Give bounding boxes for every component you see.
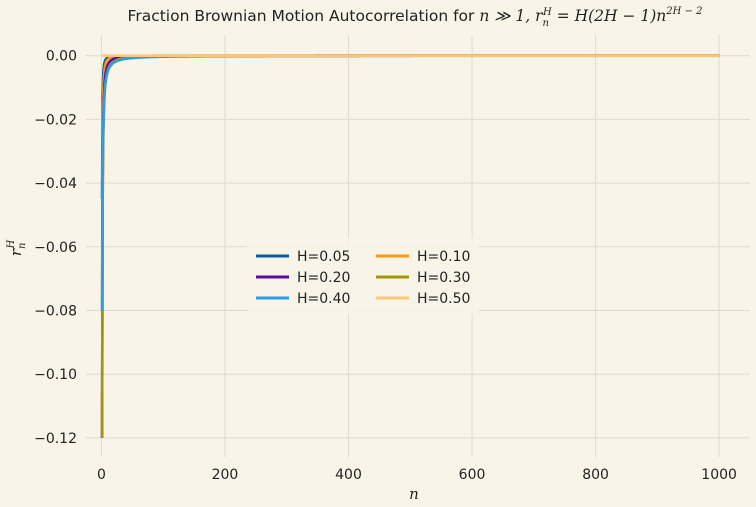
legend-label: H=0.30 xyxy=(417,270,470,286)
x-tick-label: 1000 xyxy=(701,467,737,483)
x-tick-label: 400 xyxy=(335,467,362,483)
y-tick-label: −0.04 xyxy=(34,176,77,192)
chart-title: Fraction Brownian Motion Autocorrelation… xyxy=(128,6,703,29)
legend-label: H=0.50 xyxy=(417,291,470,307)
legend-item: H=0.30 xyxy=(376,270,470,286)
legend-label: H=0.40 xyxy=(297,291,350,307)
y-tick-label: −0.02 xyxy=(34,112,77,128)
y-tick-label: −0.08 xyxy=(34,303,77,319)
y-tick-label: −0.06 xyxy=(34,240,77,256)
legend-label: H=0.20 xyxy=(297,270,350,286)
x-tick-label: 800 xyxy=(582,467,609,483)
series-lines xyxy=(100,54,720,438)
legend-item: H=0.40 xyxy=(256,291,350,307)
legend-item: H=0.10 xyxy=(376,249,470,265)
legend: H=0.05 H=0.20 H=0.40 H=0.10 H=0.30 H=0.50 xyxy=(247,238,479,314)
legend-item: H=0.05 xyxy=(256,249,350,265)
y-axis-label: rnH xyxy=(6,240,28,257)
x-tick-label: 600 xyxy=(459,467,486,483)
x-tick-label: 0 xyxy=(97,467,106,483)
x-tick-labels: 0 200 400 600 800 1000 xyxy=(97,467,737,483)
y-tick-labels: 0.00 −0.02 −0.04 −0.06 −0.08 −0.10 −0.12 xyxy=(34,49,77,447)
y-tick-label: −0.12 xyxy=(34,431,77,447)
legend-label: H=0.10 xyxy=(417,249,470,265)
legend-item: H=0.50 xyxy=(376,291,470,307)
y-tick-label: 0.00 xyxy=(46,49,77,65)
x-tick-label: 200 xyxy=(212,467,239,483)
legend-label: H=0.05 xyxy=(297,249,350,265)
legend-item: H=0.20 xyxy=(256,270,350,286)
x-axis-label: n xyxy=(409,485,419,503)
y-tick-label: −0.10 xyxy=(34,367,77,383)
